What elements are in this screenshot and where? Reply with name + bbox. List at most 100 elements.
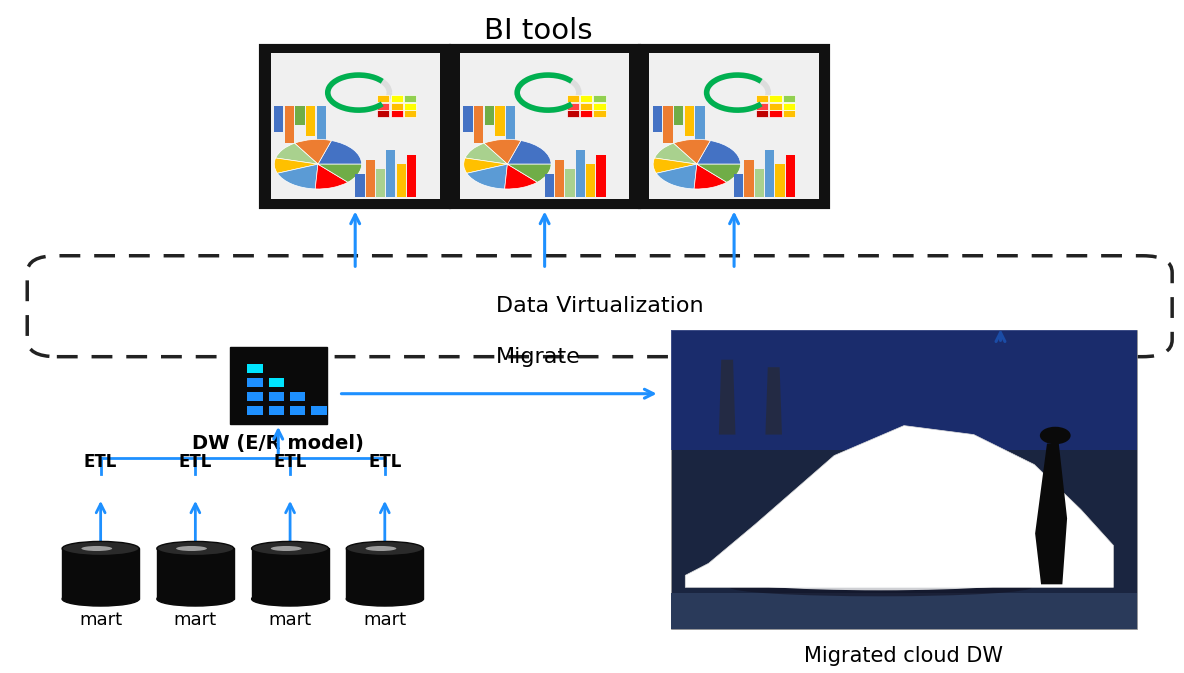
Text: BI tools: BI tools <box>484 17 593 45</box>
Ellipse shape <box>729 578 1032 596</box>
Bar <box>495 106 504 137</box>
Ellipse shape <box>156 541 234 556</box>
Bar <box>290 406 305 415</box>
Bar <box>786 155 794 197</box>
Bar <box>247 406 263 415</box>
Bar <box>391 96 403 102</box>
Bar <box>290 392 305 401</box>
Bar <box>770 96 781 102</box>
Bar <box>580 110 592 117</box>
Bar <box>575 151 585 197</box>
Bar <box>347 548 424 599</box>
Wedge shape <box>464 158 508 174</box>
Bar <box>366 160 375 197</box>
Ellipse shape <box>156 592 234 606</box>
Ellipse shape <box>347 592 424 606</box>
Bar <box>593 110 605 117</box>
Bar <box>404 96 416 102</box>
Bar <box>671 594 1137 629</box>
Bar <box>783 96 794 102</box>
Bar <box>776 164 785 197</box>
Wedge shape <box>466 164 508 189</box>
Bar <box>269 392 284 401</box>
Ellipse shape <box>718 567 1043 590</box>
Text: ETL: ETL <box>274 453 307 471</box>
Text: DW (E/R model): DW (E/R model) <box>192 434 365 453</box>
Bar <box>156 548 234 599</box>
Bar <box>378 96 390 102</box>
Polygon shape <box>765 367 781 435</box>
Bar <box>757 103 768 110</box>
Wedge shape <box>277 164 318 189</box>
Bar <box>461 53 630 199</box>
Bar <box>663 106 673 143</box>
Bar <box>230 347 327 424</box>
Wedge shape <box>465 143 508 164</box>
Bar <box>567 103 579 110</box>
Bar <box>597 155 605 197</box>
Bar <box>580 103 592 110</box>
Wedge shape <box>655 143 697 164</box>
Text: Migrate: Migrate <box>496 347 581 367</box>
Bar <box>770 110 781 117</box>
Wedge shape <box>275 158 318 174</box>
Text: ETL: ETL <box>368 453 401 471</box>
Bar <box>484 106 494 125</box>
Text: Data Virtualization: Data Virtualization <box>496 296 703 316</box>
Ellipse shape <box>62 541 140 556</box>
Ellipse shape <box>366 546 397 551</box>
Bar <box>593 96 605 102</box>
Polygon shape <box>719 359 735 435</box>
Bar <box>251 548 328 599</box>
Bar <box>391 110 403 117</box>
Bar <box>770 103 781 110</box>
Circle shape <box>1040 427 1070 444</box>
Text: mart: mart <box>269 611 311 629</box>
Bar <box>316 106 326 148</box>
Ellipse shape <box>251 541 329 556</box>
Text: Migrated cloud DW: Migrated cloud DW <box>804 646 1004 666</box>
Bar <box>586 164 596 197</box>
Bar <box>404 110 416 117</box>
Bar <box>695 106 704 148</box>
Wedge shape <box>656 164 697 189</box>
Bar <box>247 364 263 373</box>
Bar <box>671 330 1137 629</box>
Bar <box>754 169 764 197</box>
Polygon shape <box>686 425 1113 588</box>
Bar <box>555 160 565 197</box>
Text: mart: mart <box>79 611 122 629</box>
Bar <box>545 174 554 197</box>
Bar <box>269 406 284 415</box>
Bar <box>652 106 662 132</box>
Bar <box>565 169 574 197</box>
Text: mart: mart <box>363 611 406 629</box>
Bar <box>274 106 283 132</box>
Bar <box>674 106 683 125</box>
Bar <box>397 164 406 197</box>
Bar <box>270 53 439 199</box>
Bar <box>783 110 794 117</box>
Bar <box>247 392 263 401</box>
Wedge shape <box>694 164 727 189</box>
Bar <box>757 110 768 117</box>
Bar <box>284 106 294 143</box>
Bar <box>765 151 774 197</box>
Wedge shape <box>318 164 361 182</box>
Bar <box>463 106 472 132</box>
Wedge shape <box>697 164 740 182</box>
Bar <box>391 103 403 110</box>
Bar <box>567 110 579 117</box>
Bar <box>378 110 390 117</box>
Bar <box>386 151 395 197</box>
FancyBboxPatch shape <box>260 46 449 207</box>
Bar <box>757 96 768 102</box>
Bar <box>684 106 694 137</box>
Bar <box>295 106 304 125</box>
Text: mart: mart <box>174 611 217 629</box>
Bar <box>378 103 390 110</box>
Bar <box>404 103 416 110</box>
Bar <box>355 174 365 197</box>
Wedge shape <box>276 143 318 164</box>
Bar <box>745 160 754 197</box>
